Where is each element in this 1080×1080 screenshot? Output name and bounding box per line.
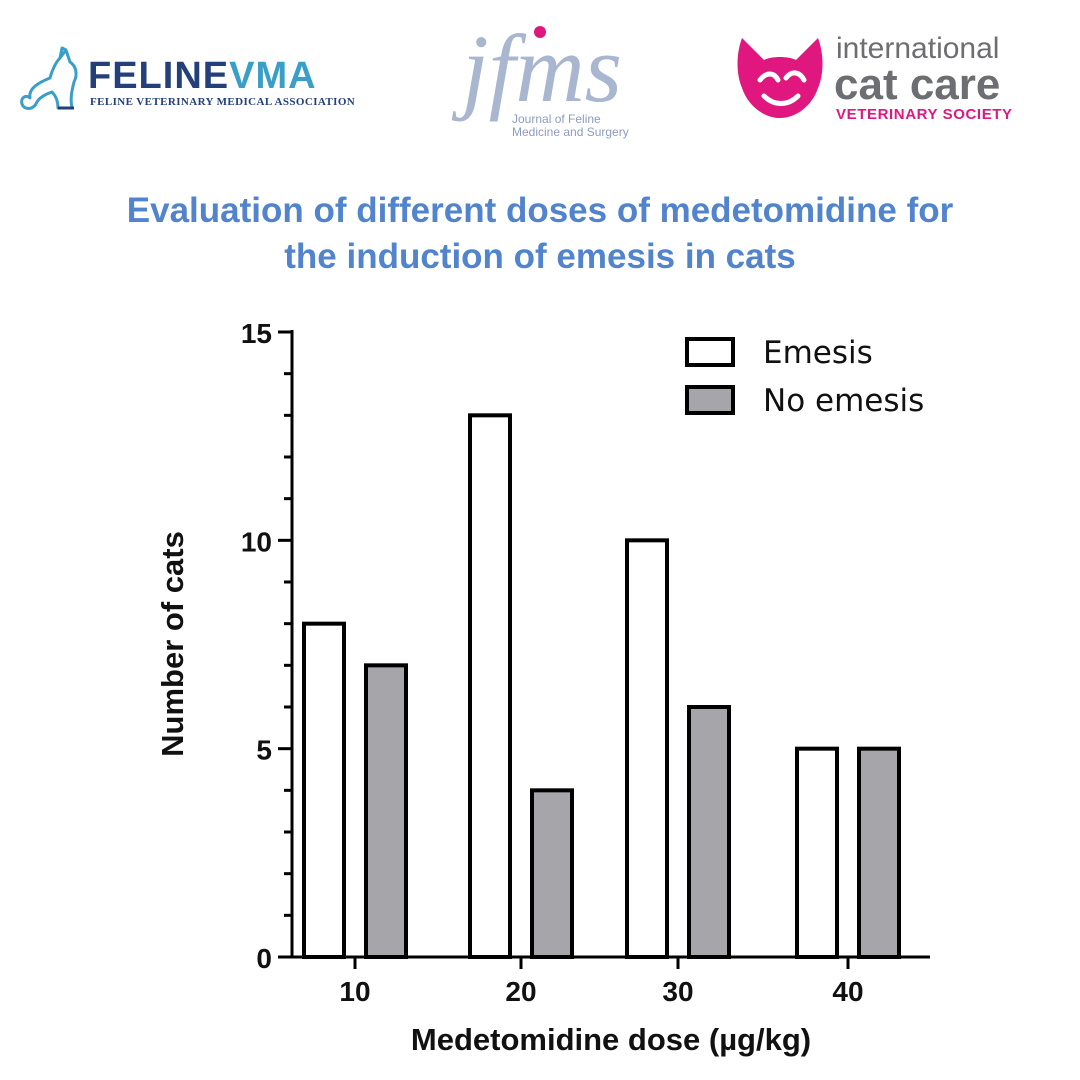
bar-no-emesis-40 xyxy=(857,746,901,960)
page-title: Evaluation of different doses of medetom… xyxy=(20,188,1060,280)
title-line1: Evaluation of different doses of medetom… xyxy=(126,191,954,230)
y-tick-label: 5 xyxy=(256,735,272,766)
x-tick-label: 10 xyxy=(339,976,370,1007)
x-axis-label: Medetomidine dose (µg/kg) xyxy=(411,1022,811,1057)
cat-head-icon xyxy=(737,38,823,118)
y-tick-label: 15 xyxy=(241,318,272,349)
bar-emesis-20 xyxy=(468,413,512,960)
x-tick-label: 30 xyxy=(662,976,693,1007)
legend-label: Emesis xyxy=(763,335,873,371)
bar-emesis-10 xyxy=(302,621,346,960)
jfms-subtitle: Journal of Feline Medicine and Surgery xyxy=(512,112,629,139)
logo-bar: FELINEVMA FELINE VETERINARY MEDICAL ASSO… xyxy=(0,0,1080,160)
icatcare-line1: international xyxy=(836,32,1000,65)
felinevma-logo: FELINEVMA FELINE VETERINARY MEDICAL ASSO… xyxy=(18,44,355,116)
bar-no-emesis-20 xyxy=(530,788,574,959)
x-tick-label: 40 xyxy=(832,976,863,1007)
y-tick-label: 10 xyxy=(241,526,272,557)
legend-swatch-emesis xyxy=(685,337,735,367)
cat-silhouette-icon xyxy=(20,46,78,110)
bar-emesis-30 xyxy=(625,538,669,959)
bar-no-emesis-30 xyxy=(687,705,731,959)
icatcare-line2: cat care xyxy=(834,60,1001,109)
felinevma-tagline: FELINE VETERINARY MEDICAL ASSOCIATION xyxy=(90,96,356,108)
bar-no-emesis-10 xyxy=(364,663,408,959)
felinevma-wordmark: FELINEVMA xyxy=(88,55,317,97)
legend-swatch-no-emesis xyxy=(685,385,735,415)
y-axis-label: Number of cats xyxy=(155,531,190,757)
jfms-dot-icon xyxy=(534,26,546,38)
legend-label: No emesis xyxy=(763,383,924,419)
jfms-logo: jfms Journal of Feline Medicine and Surg… xyxy=(462,15,652,150)
y-tick-label: 0 xyxy=(256,943,272,974)
x-tick-label: 20 xyxy=(505,976,536,1007)
icatcare-line3: VETERINARY SOCIETY xyxy=(836,106,1013,123)
bar-emesis-40 xyxy=(795,746,839,960)
icatcare-logo: international cat care VETERINARY SOCIET… xyxy=(734,30,1054,130)
title-line2: the induction of emesis in cats xyxy=(284,237,796,276)
